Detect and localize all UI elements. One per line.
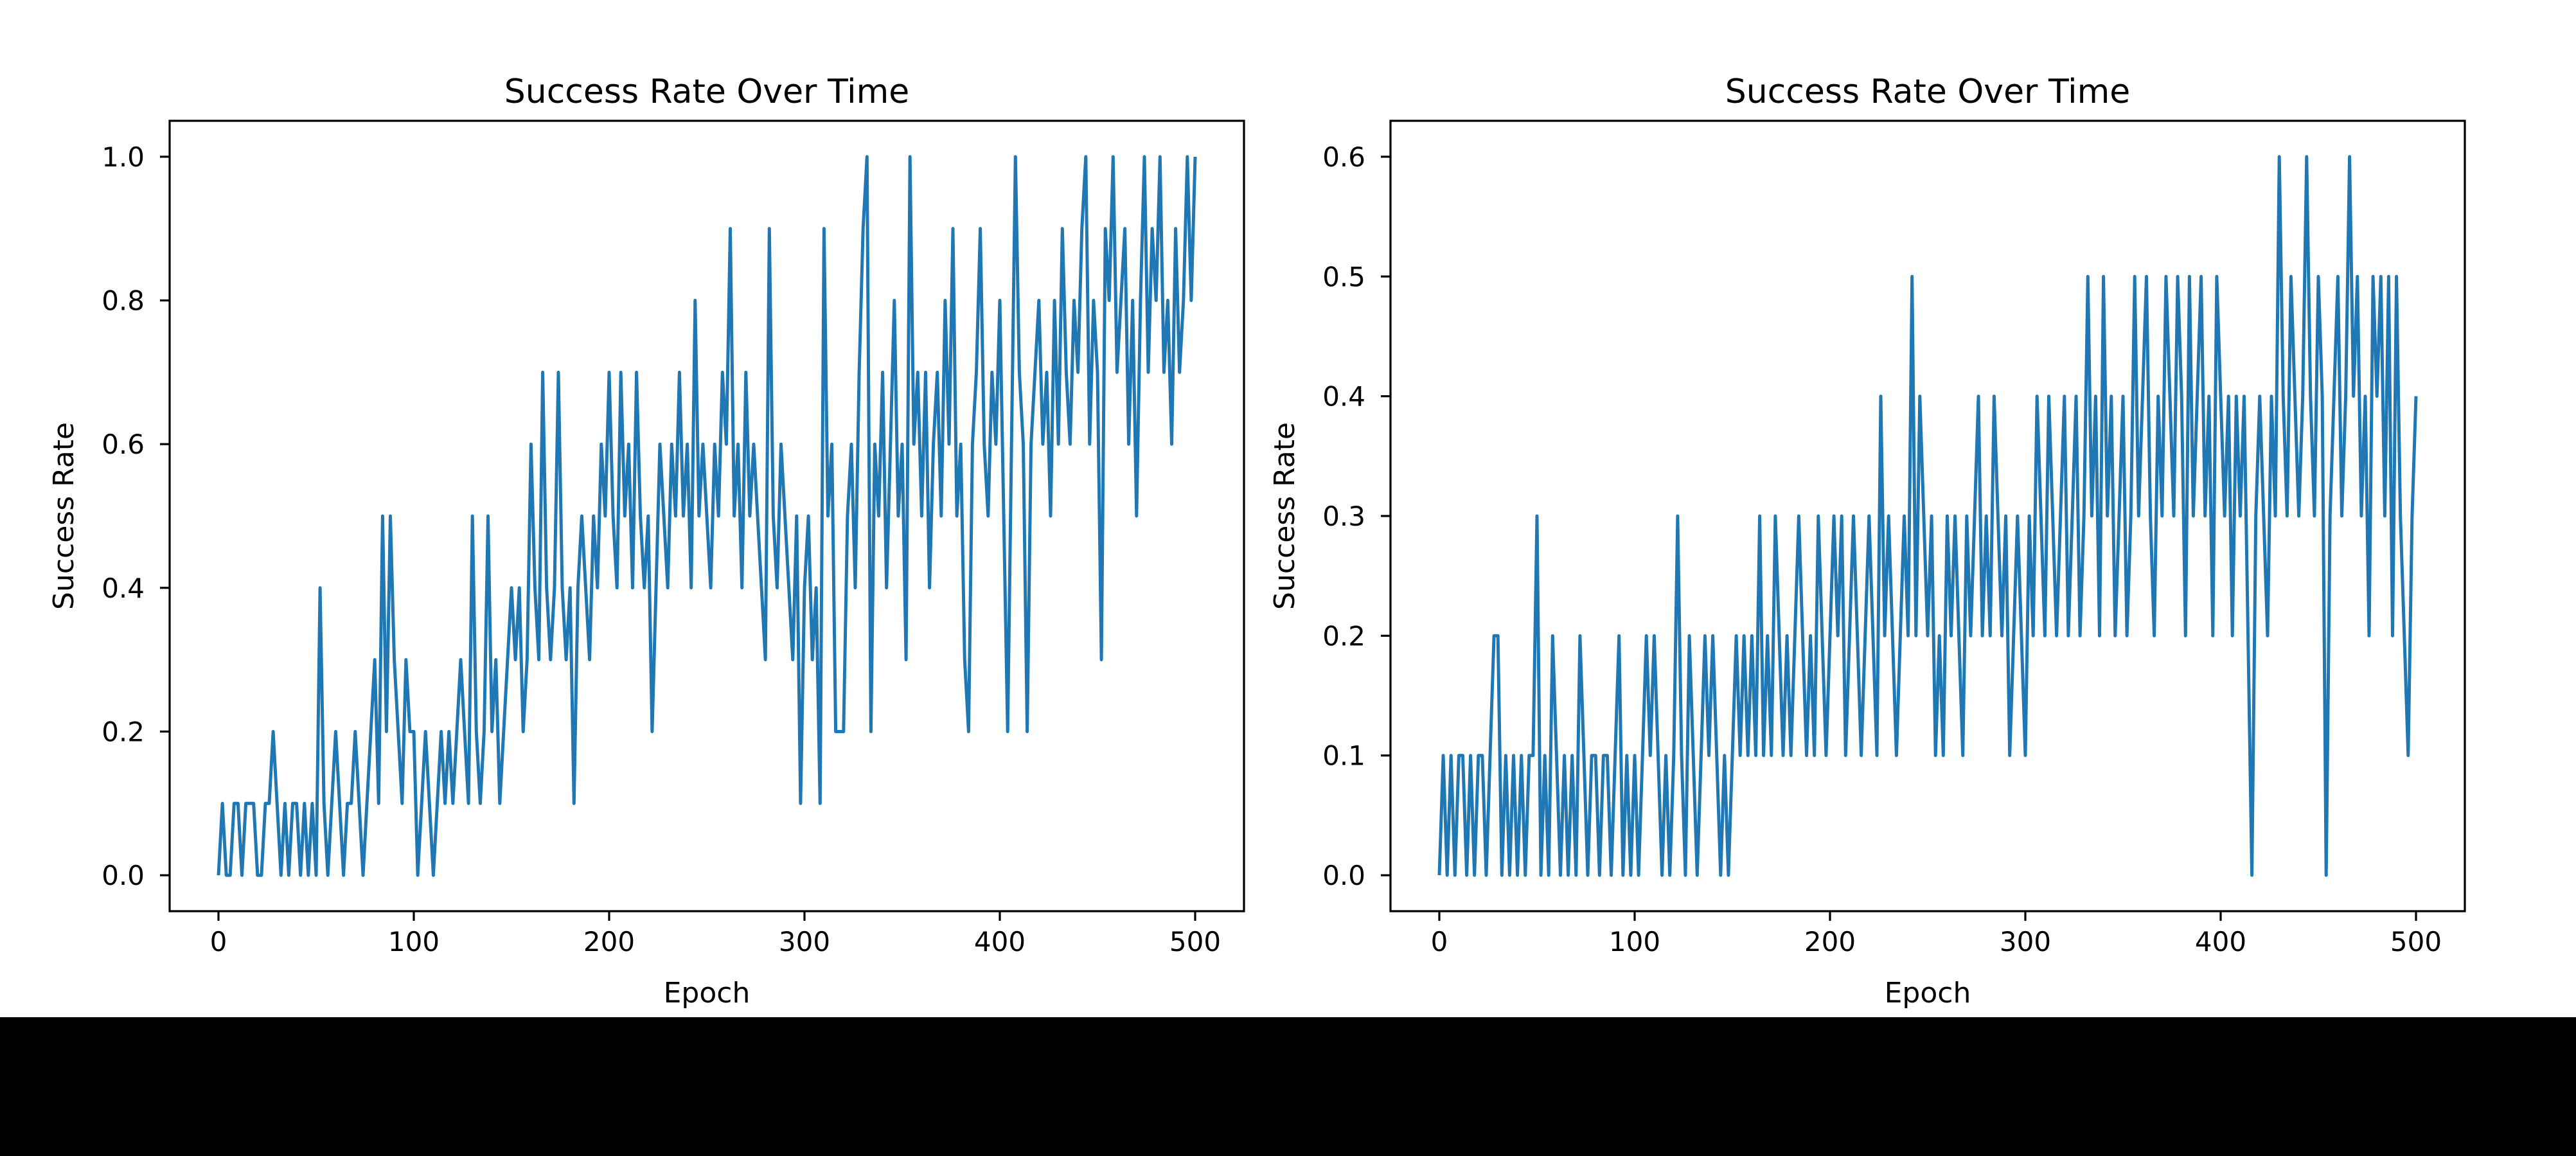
chart-title: Success Rate Over Time (1725, 73, 2130, 111)
x-tick-label: 300 (779, 926, 830, 957)
x-tick-label: 500 (1169, 926, 1221, 957)
x-tick-label: 200 (583, 926, 635, 957)
x-tick-label: 500 (2390, 926, 2442, 957)
x-axis-label: Epoch (1885, 977, 1971, 1009)
y-tick-label: 0.8 (102, 285, 145, 317)
axes-spines (1389, 120, 2466, 912)
x-tick-label: 0 (210, 926, 227, 957)
y-tick-label: 0.4 (1322, 381, 1365, 413)
x-tick-label: 100 (388, 926, 440, 957)
x-tick-label: 400 (974, 926, 1026, 957)
x-axis-ticks: 0 100 200 300 400 500 (1431, 911, 2442, 957)
y-axis-ticks: 0.0 0.2 0.4 0.6 0.8 1.0 (102, 141, 170, 891)
y-tick-label: 0.6 (102, 429, 145, 460)
y-tick-label: 0.4 (102, 573, 145, 604)
x-axis-label: Epoch (664, 977, 751, 1009)
x-tick-label: 0 (1431, 926, 1448, 957)
y-tick-label: 0.6 (1322, 141, 1365, 173)
x-tick-label: 400 (2195, 926, 2246, 957)
y-tick-label: 1.0 (102, 141, 145, 173)
y-tick-label: 0.1 (1322, 740, 1365, 772)
axes-spines (168, 120, 1245, 912)
y-tick-label: 0.5 (1322, 261, 1365, 292)
success-rate-line (1437, 155, 2418, 877)
success-rate-line (217, 155, 1197, 877)
y-tick-label: 0.2 (102, 716, 145, 747)
chart-title: Success Rate Over Time (504, 73, 909, 111)
left-chart: 0 100 200 300 400 500 0.0 0.2 0.4 0.6 0.8 1.0 Succ… (48, 73, 1245, 1009)
y-tick-label: 0.2 (1322, 620, 1365, 652)
y-tick-label: 0.0 (1322, 860, 1365, 891)
y-axis-ticks: 0.0 0.1 0.2 0.3 0.4 0.5 0.6 (1322, 141, 1390, 891)
y-tick-label: 0.0 (102, 860, 145, 891)
y-axis-label: Success Rate (48, 422, 80, 610)
x-tick-label: 200 (1804, 926, 1856, 957)
y-tick-label: 0.3 (1322, 501, 1365, 532)
y-axis-label: Success Rate (1268, 422, 1301, 610)
x-axis-ticks: 0 100 200 300 400 500 (210, 911, 1221, 957)
x-tick-label: 100 (1609, 926, 1660, 957)
x-tick-label: 300 (2000, 926, 2051, 957)
right-chart: 0 100 200 300 400 500 0.0 0.1 0.2 0.3 0.4 0.5 0.6 S… (1268, 73, 2466, 1009)
letterbox-bar (0, 1017, 2576, 1156)
